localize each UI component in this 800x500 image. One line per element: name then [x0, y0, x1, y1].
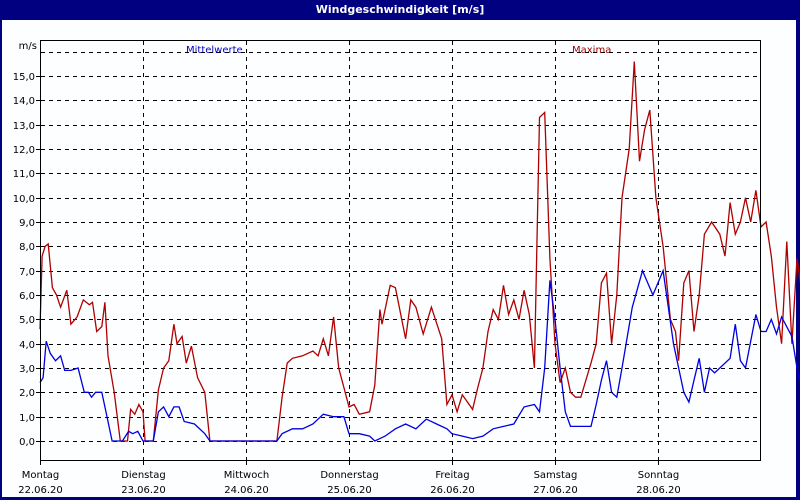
x-date-label: 26.06.20	[430, 485, 475, 496]
x-day-label: Montag	[22, 470, 59, 481]
x-date-label: 22.06.20	[18, 485, 63, 496]
y-axis: 0,0 1,0 2,0 3,0 4,0 5,0 6,0 7,0 8,0 9,0 10,0 11,0 12…	[13, 41, 40, 448]
y-tick-label: 13,0	[13, 121, 35, 132]
x-day-label: Samstag	[534, 470, 578, 481]
window-title: Windgeschwindigkeit [m/s]	[0, 0, 800, 20]
y-tick-label: 5,0	[19, 315, 35, 326]
y-tick-label: 12,0	[13, 145, 35, 156]
legend-mean-label: Mittelwerte	[186, 45, 243, 56]
y-tick-label: 9,0	[19, 218, 35, 229]
y-tick-label: 10,0	[13, 194, 35, 205]
plot-frame	[40, 40, 761, 461]
y-tick-label: 1,0	[19, 413, 35, 424]
y-tick-label: 3,0	[19, 364, 35, 375]
x-day-label: Freitag	[435, 470, 469, 481]
y-tick-label: 4,0	[19, 340, 35, 351]
maxima-line	[39, 61, 800, 442]
x-date-label: 28.06.20	[636, 485, 681, 496]
y-tick-label: 7,0	[19, 267, 35, 278]
x-day-label: Mittwoch	[224, 470, 269, 481]
x-date-label: 23.06.20	[121, 485, 166, 496]
y-tick-label: 6,0	[19, 291, 35, 302]
x-day-label: Dienstag	[121, 470, 166, 481]
x-day-label: Donnerstag	[320, 470, 378, 481]
y-tick-label: 2,0	[19, 388, 35, 399]
grid-lines	[41, 41, 760, 460]
y-tick-label: 11,0	[13, 169, 35, 180]
y-axis-unit: m/s	[19, 41, 37, 52]
x-date-label: 27.06.20	[533, 485, 578, 496]
y-tick-label: 8,0	[19, 242, 35, 253]
x-axis: Montag 22.06.20 Dienstag 23.06.20 Mittwoch 24…	[18, 460, 681, 496]
mean-line	[39, 268, 800, 442]
x-date-label: 25.06.20	[327, 485, 372, 496]
legend-max-label: Maxima	[572, 45, 612, 56]
y-tick-label: 15,0	[13, 72, 35, 83]
x-date-label: 24.06.20	[224, 485, 269, 496]
y-tick-label: 0,0	[19, 437, 35, 448]
x-day-label: Sonntag	[638, 470, 680, 481]
y-tick-label: 14,0	[13, 96, 35, 107]
